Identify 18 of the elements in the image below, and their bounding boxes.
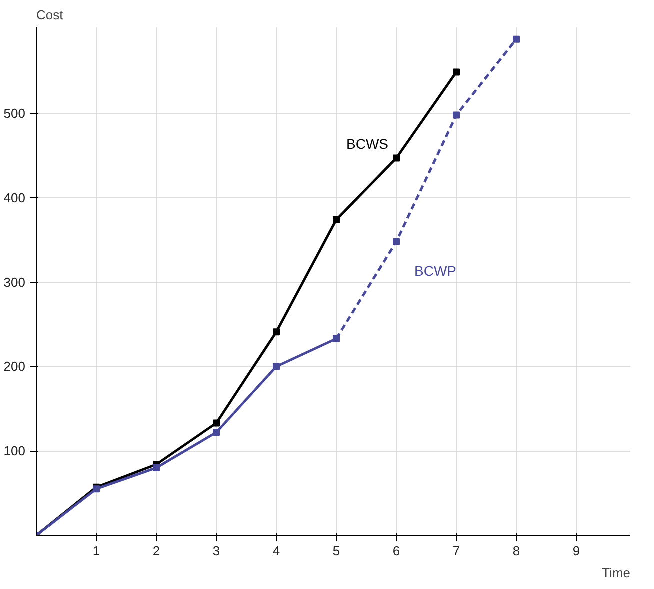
text: BCWP	[414, 262, 456, 279]
x-tick-label: 8	[512, 544, 520, 558]
y-tick-label: 300	[4, 274, 26, 290]
x-axis-title: Time	[602, 566, 630, 580]
y-tick-label: 200	[4, 359, 26, 374]
x-tick-label: 7	[452, 544, 460, 558]
y-tick-label: 400	[4, 190, 26, 206]
x-tick-label: 6	[392, 544, 400, 558]
x-tick-label: 4	[272, 544, 280, 558]
series-label: BCWS	[346, 136, 388, 152]
y-tick-label: 500	[4, 106, 26, 122]
y-axis-title: Cost	[36, 8, 64, 22]
x-tick-label: 2	[152, 544, 160, 558]
x-tick-label: 9	[572, 544, 580, 558]
x-tick-label: 5	[332, 544, 340, 558]
x-tick-label: 3	[212, 544, 220, 558]
x-tick-label: 1	[92, 544, 100, 558]
y-tick-label: 100	[4, 444, 26, 459]
